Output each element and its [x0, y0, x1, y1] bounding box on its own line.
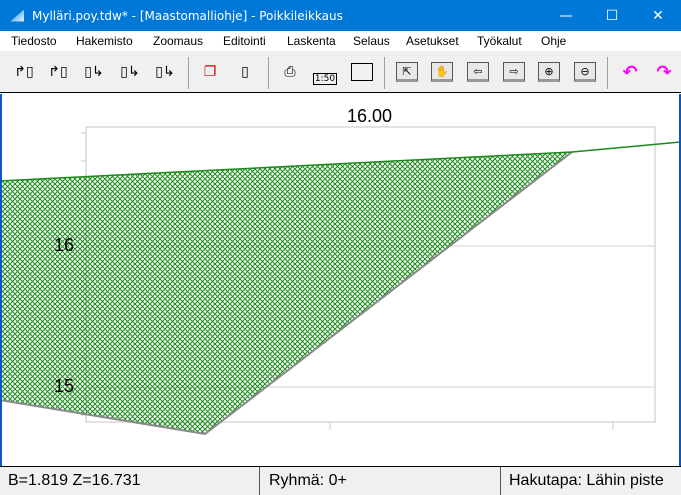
station-label: 16.00	[347, 106, 393, 126]
menu-laskenta[interactable]: Laskenta	[287, 34, 336, 48]
excavation-line	[2, 151, 573, 436]
page-setup-icon[interactable]	[349, 59, 375, 85]
cross-section-drawing	[2, 126, 679, 436]
menu-selaus[interactable]: Selaus	[353, 34, 390, 48]
status-search-mode: Hakutapa: Lähin piste	[509, 472, 664, 489]
status-bar: B=1.819 Z=16.731 Ryhmä: 0+ Hakutapa: Läh…	[0, 466, 681, 495]
pan-icon[interactable]: ✋	[429, 59, 455, 85]
menu-bar: Tiedosto Hakemisto Zoomaus Editointi Las…	[0, 31, 681, 51]
menu-tiedosto[interactable]: Tiedosto	[11, 34, 57, 48]
app-icon	[8, 7, 26, 25]
open-from-icon[interactable]: ↱▯	[48, 64, 68, 80]
scale-icon[interactable]: 1:50	[312, 73, 338, 85]
previous-icon[interactable]: ⇦	[465, 59, 491, 85]
zoom-fit-icon[interactable]: ⇱	[394, 59, 420, 85]
menu-editointi[interactable]: Editointi	[223, 34, 266, 48]
save-to-icon[interactable]: ▯↳	[84, 64, 104, 80]
menu-ohje[interactable]: Ohje	[541, 34, 567, 48]
y-label-16: 16	[54, 235, 75, 255]
maximize-button[interactable]: ☐	[605, 7, 619, 24]
copy-icon[interactable]: ❐	[203, 64, 217, 80]
zoom-out-icon[interactable]: ⊖	[572, 59, 598, 85]
delete-page-icon[interactable]: ▯	[241, 64, 249, 80]
window-title: Mylläri.poy.tdw* - [Maastomalliohje] - P…	[32, 8, 343, 23]
menu-tyokalut[interactable]: Työkalut	[477, 34, 522, 48]
close-button[interactable]: ✕	[652, 7, 664, 24]
redo-icon[interactable]: ↷	[656, 61, 672, 83]
y-label-15: 15	[54, 376, 75, 396]
print-icon[interactable]: ⎙	[284, 64, 296, 80]
open-icon[interactable]: ↱▯	[14, 64, 34, 80]
status-coords: B=1.819 Z=16.731	[0, 467, 260, 495]
zoom-in-icon[interactable]: ⊕	[536, 59, 562, 85]
title-bar: Mylläri.poy.tdw* - [Maastomalliohje] - P…	[0, 0, 681, 31]
menu-zoomaus[interactable]: Zoomaus	[153, 34, 204, 48]
menu-asetukset[interactable]: Asetukset	[406, 34, 459, 48]
undo-icon[interactable]: ↶	[622, 61, 638, 83]
status-group: Ryhmä: 0+	[261, 467, 501, 495]
menu-hakemisto[interactable]: Hakemisto	[76, 34, 133, 48]
cut-area-fill	[2, 152, 572, 434]
save-copy-icon[interactable]: ▯↳	[120, 64, 140, 80]
ground-line	[2, 141, 679, 182]
cross-section-view[interactable]: 16.00 16 15	[0, 94, 681, 466]
save-icon[interactable]: ▯↳	[155, 64, 175, 80]
toolbar: ↱▯ ↱▯ ▯↳ ▯↳ ▯↳ ❐ ▯ ⎙ 1:50 ⇱ ✋ ⇦ ⇨ ⊕ ⊖ ↶ …	[0, 51, 681, 93]
next-icon[interactable]: ⇨	[501, 59, 527, 85]
minimize-button[interactable]: —	[559, 7, 573, 24]
